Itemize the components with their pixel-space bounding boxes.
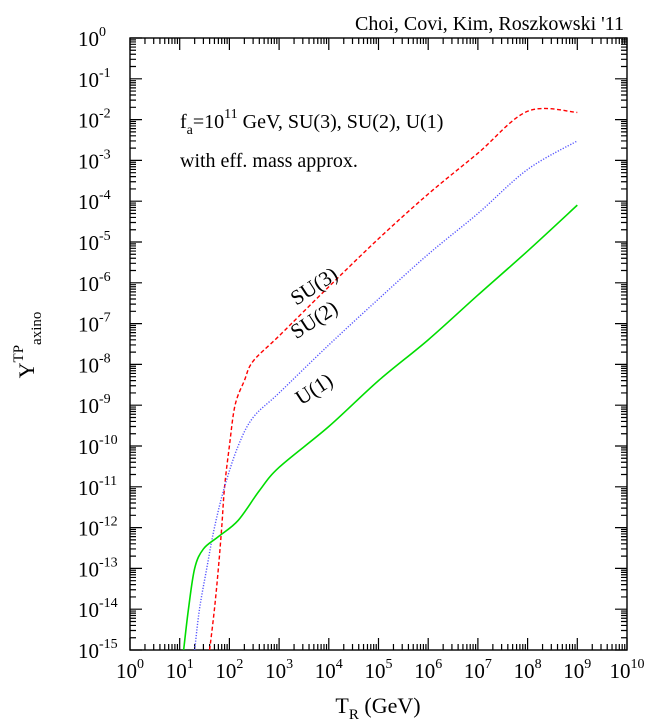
series-line-u1	[182, 204, 578, 650]
y-tick-label: 10-3	[78, 147, 111, 173]
x-tick-label: 105	[365, 657, 393, 683]
y-tick-label: 10-4	[78, 188, 111, 214]
axis-ticks	[129, 37, 628, 651]
x-tick-labels: 100 101 102 103 104 105 106 107 108 109 1010	[116, 657, 645, 683]
y-tick-label: 10-12	[78, 515, 118, 541]
y-tick-label: 10-15	[78, 637, 118, 663]
y-tick-label: 10-14	[78, 596, 118, 622]
y-tick-label: 10-5	[78, 229, 111, 255]
y-axis-label: YTPaxino	[11, 312, 45, 379]
curve-labels: SU(3)SU(2)U(1)	[286, 262, 342, 410]
curve-label-u1: U(1)	[291, 368, 337, 410]
annotation-approximation: with eff. mass approx.	[180, 150, 358, 172]
x-axis-label: TR (GeV)	[335, 693, 420, 720]
x-tick-label: 103	[265, 657, 293, 683]
y-tick-label: 10-10	[78, 433, 118, 459]
x-tick-label: 109	[563, 657, 591, 683]
x-tick-label: 1010	[610, 657, 645, 683]
series-line-su2	[193, 140, 578, 650]
series-line-su3	[208, 107, 578, 650]
x-tick-label: 102	[215, 657, 243, 683]
y-tick-label: 10-2	[78, 107, 111, 133]
y-tick-labels: 100 10-1 10-2 10-3 10-4 10-5 10-6 10-7 10-8 10-9 1…	[78, 25, 118, 663]
y-tick-label: 10-7	[78, 311, 111, 337]
y-tick-label: 100	[78, 25, 106, 51]
y-tick-label: 10-8	[78, 351, 111, 377]
series-lines	[182, 107, 578, 650]
x-tick-label: 108	[514, 657, 542, 683]
x-tick-label: 100	[116, 657, 144, 683]
y-tick-label: 10-11	[78, 474, 117, 500]
y-tick-label: 10-9	[78, 392, 111, 418]
tick-marks	[129, 37, 628, 651]
x-tick-label: 107	[464, 657, 492, 683]
chart-credit: Choi, Covi, Kim, Roszkowski '11	[355, 13, 624, 35]
annotation-parameters: fa=1011 GeV, SU(3), SU(2), U(1)	[180, 107, 443, 138]
x-tick-label: 106	[414, 657, 442, 683]
y-tick-label: 10-1	[78, 66, 111, 92]
y-tick-label: 10-13	[78, 555, 118, 581]
x-tick-label: 104	[315, 657, 343, 683]
x-tick-label: 101	[166, 657, 194, 683]
y-tick-label: 10-6	[78, 270, 111, 296]
